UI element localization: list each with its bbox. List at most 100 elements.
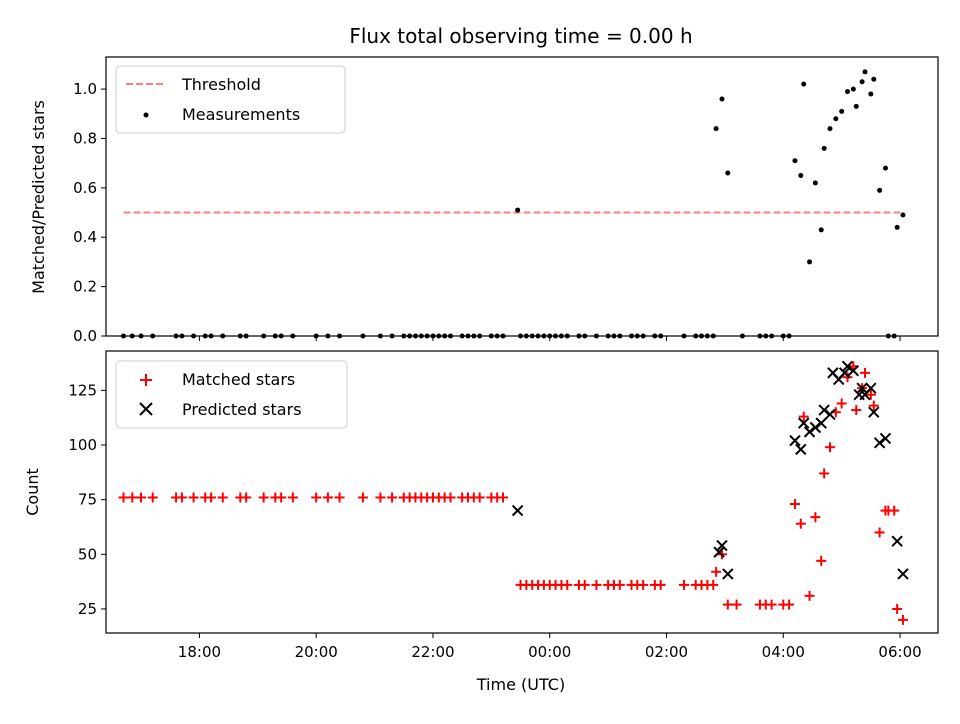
x-tick-label: 18:00 bbox=[178, 643, 221, 661]
predicted-star-point bbox=[722, 568, 734, 580]
x-tick-label: 04:00 bbox=[762, 643, 805, 661]
predicted-star-point bbox=[841, 360, 854, 373]
measurement-point bbox=[725, 170, 731, 176]
matched-star-point bbox=[474, 492, 485, 503]
bottom-panel: 25 50 75 100 125 18:00 20:00 22:00 00:00 02:00 04… bbox=[23, 350, 939, 694]
x-tick-label: 02:00 bbox=[645, 643, 688, 661]
predicted-star-point bbox=[891, 535, 903, 547]
measurement-point bbox=[859, 79, 865, 85]
predicted-star-point bbox=[847, 364, 860, 377]
matched-star-point bbox=[276, 492, 287, 503]
top-y-tick-label: 0.4 bbox=[73, 228, 97, 246]
measurement-point bbox=[850, 86, 856, 92]
measurement-point bbox=[833, 116, 839, 122]
matched-star-point bbox=[614, 579, 625, 590]
matched-star-point bbox=[357, 492, 368, 503]
x-tick-label: 20:00 bbox=[295, 643, 338, 661]
predicted-star-point bbox=[713, 546, 725, 558]
legend-measurements-swatch bbox=[143, 112, 149, 118]
matched-star-point bbox=[591, 579, 602, 590]
matched-star-point bbox=[334, 492, 345, 503]
matched-star-point bbox=[810, 512, 821, 523]
measurement-point bbox=[713, 126, 719, 132]
matched-star-point bbox=[217, 492, 228, 503]
predicted-star-point bbox=[803, 426, 816, 438]
matched-star-point bbox=[860, 367, 871, 378]
matched-star-point bbox=[804, 590, 815, 601]
matched-star-point bbox=[118, 492, 129, 503]
top-y-ticks: 0.0 0.2 0.4 0.6 0.8 1.0 bbox=[73, 80, 106, 345]
matched-star-point bbox=[579, 579, 590, 590]
legend-predicted-swatch bbox=[139, 402, 153, 416]
matched-star-point bbox=[311, 492, 322, 503]
matched-star-point bbox=[865, 389, 876, 400]
predicted-star-point bbox=[873, 437, 886, 449]
measurement-point bbox=[877, 187, 883, 193]
top-y-tick-label: 0.6 bbox=[73, 179, 97, 197]
matched-star-point bbox=[892, 603, 903, 614]
measurement-point bbox=[845, 89, 851, 95]
measurement-point bbox=[792, 158, 798, 164]
matched-star-point bbox=[842, 372, 853, 383]
top-axes-frame bbox=[105, 56, 939, 337]
bottom-y-tick-label: 100 bbox=[68, 436, 97, 454]
predicted-star-point bbox=[795, 443, 807, 456]
matched-star-point bbox=[836, 398, 847, 409]
matched-star-point bbox=[375, 492, 386, 503]
measurement-point bbox=[719, 96, 725, 102]
bottom-y-tick-label: 75 bbox=[78, 491, 97, 509]
matched-star-point bbox=[127, 492, 138, 503]
predicted-star-point bbox=[815, 417, 827, 429]
matched-star-point bbox=[498, 492, 509, 503]
top-panel: 0.0 0.2 0.4 0.6 0.8 1.0 Matched/Predicted sta… bbox=[29, 56, 939, 345]
bottom-x-ticks: 18:00 20:00 22:00 00:00 02:00 04:00 06:00 bbox=[178, 633, 922, 661]
legend-matched-label: Matched stars bbox=[182, 370, 295, 389]
matched-star-point bbox=[711, 566, 722, 577]
top-y-tick-label: 1.0 bbox=[73, 80, 97, 98]
matched-star-point bbox=[795, 518, 806, 529]
measurement-point bbox=[853, 103, 859, 109]
matched-star-point bbox=[136, 492, 147, 503]
measurement-point bbox=[882, 165, 888, 171]
measurement-point bbox=[862, 69, 868, 75]
measurement-point bbox=[801, 81, 807, 87]
predicted-star-point bbox=[879, 432, 892, 445]
measurement-point bbox=[871, 76, 877, 82]
bottom-legend: Matched stars Predicted stars bbox=[115, 360, 348, 429]
matched-star-point bbox=[722, 599, 733, 610]
bottom-y-tick-label: 25 bbox=[78, 600, 97, 618]
top-x-ticks bbox=[198, 336, 901, 341]
matched-star-point bbox=[798, 411, 809, 422]
top-y-tick-label: 0.8 bbox=[73, 129, 97, 147]
matched-star-point bbox=[287, 492, 298, 503]
top-y-axis-label: Matched/Predicted stars bbox=[29, 100, 48, 294]
measurement-point bbox=[812, 180, 818, 186]
predicted-star-point bbox=[838, 367, 851, 379]
matched-star-point bbox=[638, 579, 649, 590]
measurement-point bbox=[807, 259, 813, 265]
matched-star-point bbox=[147, 492, 158, 503]
matched-star-point bbox=[824, 442, 835, 453]
predicted-star-point bbox=[865, 382, 877, 394]
matched-star-point bbox=[258, 492, 269, 503]
matched-star-point bbox=[387, 492, 398, 503]
matched-star-point bbox=[889, 505, 900, 516]
measurement-point bbox=[839, 108, 845, 114]
measurement-point bbox=[894, 224, 900, 230]
predicted-star-point bbox=[511, 504, 524, 517]
bottom-y-axis-label: Count bbox=[23, 468, 42, 516]
matched-star-point bbox=[868, 400, 879, 411]
matched-star-point bbox=[176, 492, 187, 503]
matched-star-point bbox=[766, 599, 777, 610]
matched-star-point bbox=[241, 492, 252, 503]
matched-star-point bbox=[679, 579, 690, 590]
measurement-point bbox=[900, 212, 906, 218]
measurement-point bbox=[827, 126, 833, 132]
predicted-star-point bbox=[809, 421, 822, 434]
predicted-star-point bbox=[856, 382, 868, 394]
predicted-star-point bbox=[897, 568, 909, 580]
matched-star-point bbox=[322, 492, 333, 503]
bottom-y-tick-label: 125 bbox=[68, 381, 97, 399]
x-tick-label: 00:00 bbox=[528, 643, 571, 661]
top-legend: Threshold Measurements bbox=[115, 65, 346, 134]
